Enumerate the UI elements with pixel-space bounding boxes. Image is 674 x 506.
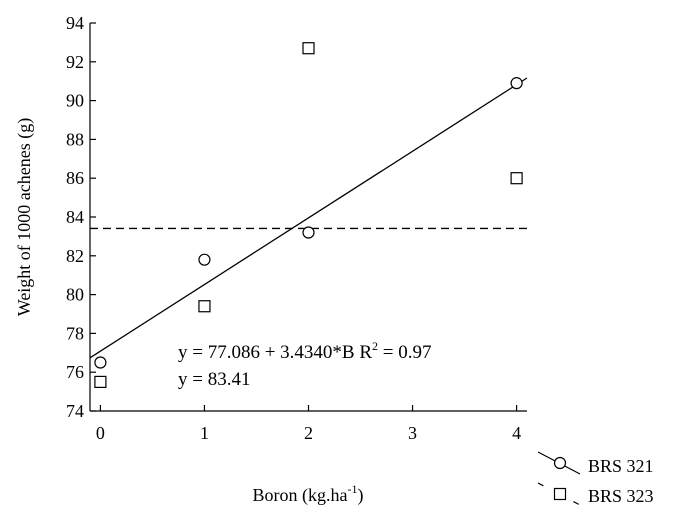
y-ticks: 74 76 78 80 82 84 86 88 90 92 94 (66, 13, 96, 421)
point-brs-323 (94, 375, 107, 388)
point-brs-321 (302, 226, 315, 239)
x-ticks: 0 1 2 3 4 (96, 405, 521, 443)
x-tick-label: 3 (408, 423, 417, 443)
legend-marker-circle (553, 456, 567, 470)
x-tick-label: 4 (512, 423, 521, 443)
x-tick-label: 1 (200, 423, 209, 443)
point-brs-321 (510, 77, 523, 90)
legend-label-brs-323: BRS 323 (588, 486, 654, 506)
y-tick-label: 90 (66, 91, 84, 111)
data-points (94, 42, 523, 388)
y-tick-label: 74 (66, 401, 84, 421)
legend: BRS 321 BRS 323 (537, 451, 654, 506)
y-tick-label: 82 (66, 246, 84, 266)
y-tick-label: 78 (66, 323, 84, 343)
point-brs-321 (198, 253, 211, 266)
y-tick-label: 76 (66, 362, 84, 382)
y-tick-label: 86 (66, 168, 84, 188)
x-axis-label: Boron (kg.ha-1) (253, 482, 364, 506)
y-tick-label: 80 (66, 285, 84, 305)
legend-item-brs-321: BRS 321 (537, 451, 654, 476)
fit-line-brs-321 (89, 77, 528, 359)
x-tick-label: 0 (96, 423, 105, 443)
legend-item-brs-323: BRS 323 (537, 482, 654, 506)
equation-line-2: y = 83.41 (178, 369, 250, 390)
point-brs-323 (302, 42, 315, 55)
y-tick-label: 88 (66, 129, 84, 149)
y-axis-label: Weight of 1000 achenes (g) (14, 118, 35, 316)
point-brs-321 (94, 356, 107, 369)
equation-line-1: y = 77.086 + 3.4340*B R2 = 0.97 (178, 339, 432, 363)
legend-label-brs-321: BRS 321 (588, 456, 654, 476)
y-tick-label: 94 (66, 13, 84, 33)
point-brs-323 (510, 172, 523, 185)
legend-marker-square (553, 487, 567, 501)
x-tick-label: 2 (304, 423, 313, 443)
fit-lines (89, 77, 528, 359)
point-brs-323 (198, 300, 211, 313)
y-tick-label: 84 (66, 207, 84, 227)
y-tick-label: 92 (66, 52, 84, 72)
